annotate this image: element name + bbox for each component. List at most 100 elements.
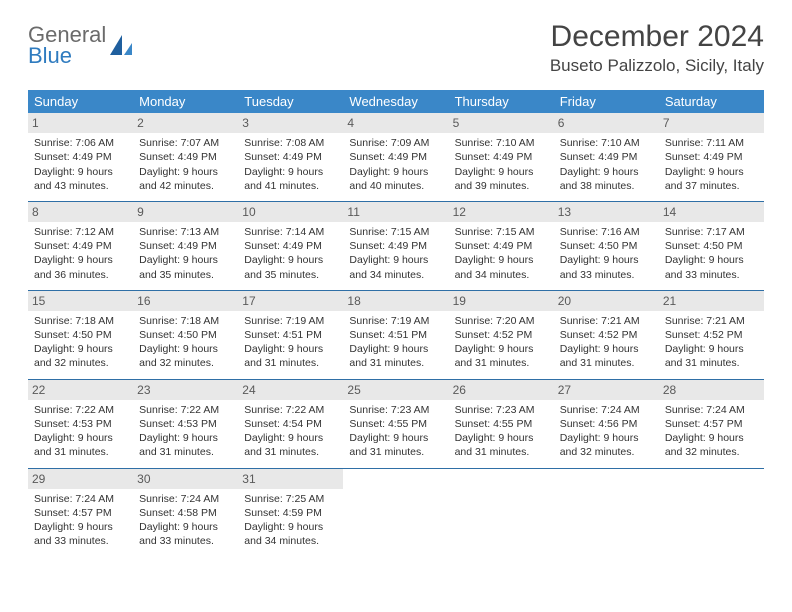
daylight-line: Daylight: 9 hours and 31 minutes. <box>244 431 337 459</box>
calendar-day: 14Sunrise: 7:17 AMSunset: 4:50 PMDayligh… <box>659 201 764 290</box>
daylight-line: Daylight: 9 hours and 36 minutes. <box>34 253 127 281</box>
sunset-line: Sunset: 4:53 PM <box>34 417 127 431</box>
day-number: 27 <box>554 380 659 400</box>
daylight-line: Daylight: 9 hours and 31 minutes. <box>665 342 758 370</box>
daylight-line: Daylight: 9 hours and 42 minutes. <box>139 165 232 193</box>
sunset-line: Sunset: 4:49 PM <box>349 150 442 164</box>
sunrise-line: Sunrise: 7:21 AM <box>560 314 653 328</box>
daylight-line: Daylight: 9 hours and 34 minutes. <box>244 520 337 548</box>
weekday-header: Wednesday <box>343 90 448 113</box>
sunrise-line: Sunrise: 7:14 AM <box>244 225 337 239</box>
sunset-line: Sunset: 4:49 PM <box>34 239 127 253</box>
daylight-line: Daylight: 9 hours and 35 minutes. <box>244 253 337 281</box>
calendar-day: 30Sunrise: 7:24 AMSunset: 4:58 PMDayligh… <box>133 468 238 556</box>
sunset-line: Sunset: 4:56 PM <box>560 417 653 431</box>
logo-sail-icon <box>108 33 134 59</box>
month-title: December 2024 <box>550 20 764 54</box>
calendar-day: 5Sunrise: 7:10 AMSunset: 4:49 PMDaylight… <box>449 113 554 201</box>
weekday-header: Thursday <box>449 90 554 113</box>
sunrise-line: Sunrise: 7:22 AM <box>34 403 127 417</box>
daylight-line: Daylight: 9 hours and 35 minutes. <box>139 253 232 281</box>
day-number: 17 <box>238 291 343 311</box>
weekday-header: Friday <box>554 90 659 113</box>
calendar-day: 18Sunrise: 7:19 AMSunset: 4:51 PMDayligh… <box>343 290 448 379</box>
header: General Blue December 2024 Buseto Palizz… <box>28 20 764 76</box>
daylight-line: Daylight: 9 hours and 33 minutes. <box>34 520 127 548</box>
daylight-line: Daylight: 9 hours and 33 minutes. <box>560 253 653 281</box>
calendar-day: 7Sunrise: 7:11 AMSunset: 4:49 PMDaylight… <box>659 113 764 201</box>
sunset-line: Sunset: 4:50 PM <box>665 239 758 253</box>
logo-line2: Blue <box>28 45 106 67</box>
daylight-line: Daylight: 9 hours and 31 minutes. <box>349 431 442 459</box>
daylight-line: Daylight: 9 hours and 32 minutes. <box>34 342 127 370</box>
calendar-day: 13Sunrise: 7:16 AMSunset: 4:50 PMDayligh… <box>554 201 659 290</box>
day-number: 4 <box>343 113 448 133</box>
sunset-line: Sunset: 4:54 PM <box>244 417 337 431</box>
sunset-line: Sunset: 4:50 PM <box>139 328 232 342</box>
weekday-header: Sunday <box>28 90 133 113</box>
sunset-line: Sunset: 4:49 PM <box>455 150 548 164</box>
daylight-line: Daylight: 9 hours and 32 minutes. <box>560 431 653 459</box>
sunset-line: Sunset: 4:58 PM <box>139 506 232 520</box>
sunrise-line: Sunrise: 7:07 AM <box>139 136 232 150</box>
calendar-day: 10Sunrise: 7:14 AMSunset: 4:49 PMDayligh… <box>238 201 343 290</box>
sunrise-line: Sunrise: 7:19 AM <box>244 314 337 328</box>
day-number: 26 <box>449 380 554 400</box>
daylight-line: Daylight: 9 hours and 43 minutes. <box>34 165 127 193</box>
sunrise-line: Sunrise: 7:10 AM <box>560 136 653 150</box>
sunset-line: Sunset: 4:53 PM <box>139 417 232 431</box>
sunrise-line: Sunrise: 7:24 AM <box>560 403 653 417</box>
day-number: 24 <box>238 380 343 400</box>
sunrise-line: Sunrise: 7:15 AM <box>455 225 548 239</box>
daylight-line: Daylight: 9 hours and 34 minutes. <box>349 253 442 281</box>
daylight-line: Daylight: 9 hours and 31 minutes. <box>455 342 548 370</box>
sunset-line: Sunset: 4:49 PM <box>34 150 127 164</box>
sunrise-line: Sunrise: 7:16 AM <box>560 225 653 239</box>
daylight-line: Daylight: 9 hours and 31 minutes. <box>349 342 442 370</box>
sunrise-line: Sunrise: 7:10 AM <box>455 136 548 150</box>
calendar-day <box>343 468 448 556</box>
calendar-day: 31Sunrise: 7:25 AMSunset: 4:59 PMDayligh… <box>238 468 343 556</box>
location: Buseto Palizzolo, Sicily, Italy <box>550 56 764 76</box>
calendar-week: 15Sunrise: 7:18 AMSunset: 4:50 PMDayligh… <box>28 290 764 379</box>
calendar-day: 28Sunrise: 7:24 AMSunset: 4:57 PMDayligh… <box>659 379 764 468</box>
sunrise-line: Sunrise: 7:25 AM <box>244 492 337 506</box>
daylight-line: Daylight: 9 hours and 38 minutes. <box>560 165 653 193</box>
daylight-line: Daylight: 9 hours and 39 minutes. <box>455 165 548 193</box>
sunrise-line: Sunrise: 7:24 AM <box>665 403 758 417</box>
sunset-line: Sunset: 4:49 PM <box>139 150 232 164</box>
daylight-line: Daylight: 9 hours and 31 minutes. <box>455 431 548 459</box>
daylight-line: Daylight: 9 hours and 41 minutes. <box>244 165 337 193</box>
calendar-day: 9Sunrise: 7:13 AMSunset: 4:49 PMDaylight… <box>133 201 238 290</box>
calendar-day: 19Sunrise: 7:20 AMSunset: 4:52 PMDayligh… <box>449 290 554 379</box>
sunrise-line: Sunrise: 7:17 AM <box>665 225 758 239</box>
sunset-line: Sunset: 4:55 PM <box>349 417 442 431</box>
sunrise-line: Sunrise: 7:15 AM <box>349 225 442 239</box>
sunset-line: Sunset: 4:59 PM <box>244 506 337 520</box>
daylight-line: Daylight: 9 hours and 31 minutes. <box>244 342 337 370</box>
calendar-day: 1Sunrise: 7:06 AMSunset: 4:49 PMDaylight… <box>28 113 133 201</box>
day-number: 16 <box>133 291 238 311</box>
sunset-line: Sunset: 4:57 PM <box>34 506 127 520</box>
sunrise-line: Sunrise: 7:21 AM <box>665 314 758 328</box>
calendar-day: 6Sunrise: 7:10 AMSunset: 4:49 PMDaylight… <box>554 113 659 201</box>
weekday-header: Monday <box>133 90 238 113</box>
day-number: 12 <box>449 202 554 222</box>
calendar-week: 22Sunrise: 7:22 AMSunset: 4:53 PMDayligh… <box>28 379 764 468</box>
sunset-line: Sunset: 4:51 PM <box>349 328 442 342</box>
day-number: 2 <box>133 113 238 133</box>
calendar-day: 15Sunrise: 7:18 AMSunset: 4:50 PMDayligh… <box>28 290 133 379</box>
day-number: 21 <box>659 291 764 311</box>
daylight-line: Daylight: 9 hours and 33 minutes. <box>665 253 758 281</box>
calendar-day: 4Sunrise: 7:09 AMSunset: 4:49 PMDaylight… <box>343 113 448 201</box>
sunset-line: Sunset: 4:49 PM <box>665 150 758 164</box>
day-number: 28 <box>659 380 764 400</box>
day-number: 18 <box>343 291 448 311</box>
sunset-line: Sunset: 4:52 PM <box>665 328 758 342</box>
calendar-day: 29Sunrise: 7:24 AMSunset: 4:57 PMDayligh… <box>28 468 133 556</box>
weekday-header-row: SundayMondayTuesdayWednesdayThursdayFrid… <box>28 90 764 113</box>
sunset-line: Sunset: 4:49 PM <box>560 150 653 164</box>
sunrise-line: Sunrise: 7:22 AM <box>244 403 337 417</box>
logo: General Blue <box>28 20 134 67</box>
calendar-day: 8Sunrise: 7:12 AMSunset: 4:49 PMDaylight… <box>28 201 133 290</box>
